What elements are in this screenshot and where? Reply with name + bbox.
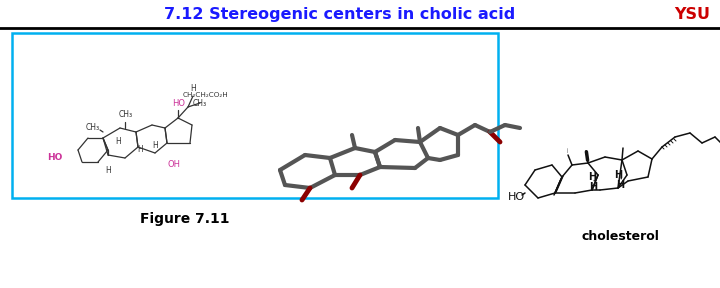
- Text: H: H: [152, 141, 158, 149]
- Text: cholesterol: cholesterol: [581, 230, 659, 243]
- Text: CH₃: CH₃: [193, 98, 207, 107]
- Text: CH₃: CH₃: [119, 110, 133, 119]
- Text: YSU: YSU: [674, 7, 710, 22]
- Text: H: H: [614, 170, 622, 180]
- Text: HO: HO: [508, 192, 525, 202]
- Text: Ḣ: Ḣ: [616, 180, 624, 190]
- Bar: [12, 33, 498, 198]
- Text: 7.12 Stereogenic centers in cholic acid: 7.12 Stereogenic centers in cholic acid: [164, 7, 516, 22]
- Text: HO: HO: [172, 98, 185, 107]
- Text: CH₃: CH₃: [86, 124, 100, 132]
- Text: HO: HO: [47, 154, 62, 162]
- Text: H: H: [137, 145, 143, 154]
- Text: CH₂CH₂CO₂H: CH₂CH₂CO₂H: [183, 92, 229, 98]
- Text: │: │: [566, 148, 568, 153]
- Text: H: H: [588, 172, 596, 182]
- Bar: [0, 0, 720, 28]
- Text: H: H: [115, 137, 121, 147]
- Text: Ḣ: Ḣ: [589, 182, 597, 192]
- Text: H: H: [190, 84, 196, 93]
- Text: Figure 7.11: Figure 7.11: [140, 212, 230, 226]
- Text: OH: OH: [168, 160, 181, 169]
- Text: H: H: [105, 166, 111, 175]
